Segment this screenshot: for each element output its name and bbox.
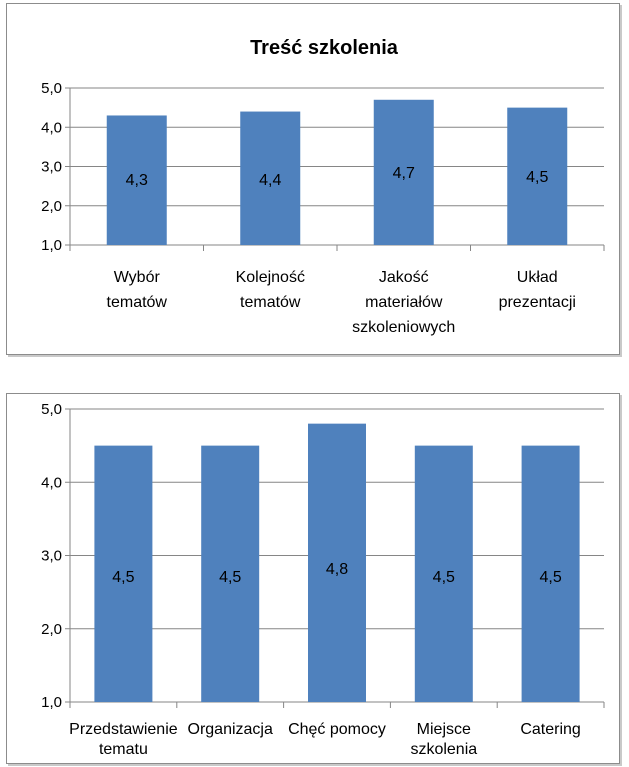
x-category-label: Jakość [379, 269, 429, 286]
data-label: 4,5 [526, 169, 548, 186]
x-category-label: Miejsce [417, 721, 471, 738]
x-category-label: Chęć pomocy [288, 721, 386, 738]
y-tick-label: 2,0 [41, 621, 62, 638]
bar [507, 107, 568, 245]
x-category-label: tematów [107, 294, 168, 311]
bar [414, 445, 473, 702]
x-category-label: tematu [99, 741, 148, 758]
bar [373, 99, 434, 246]
chart-panel-content: Treść szkolenia 1,0 2,0 3,0 4,0 5,0 4,3 Wybór t… [6, 3, 620, 355]
data-label: 4,8 [326, 561, 348, 578]
x-category-label: prezentacji [499, 294, 576, 311]
x-category-label: Catering [520, 721, 580, 738]
x-category-label: szkoleniowych [352, 319, 455, 336]
y-tick-label: 2,0 [41, 198, 62, 215]
x-category-label: Układ [517, 269, 558, 286]
data-label: 4,7 [393, 165, 415, 182]
y-tick-label: 3,0 [41, 548, 62, 565]
bar [94, 445, 153, 702]
y-tick-label: 4,0 [41, 474, 62, 491]
data-label: 4,5 [219, 569, 241, 586]
bar [240, 111, 301, 245]
data-label: 4,4 [259, 172, 281, 189]
y-tick-label: 5,0 [41, 80, 62, 97]
y-tick-label: 5,0 [41, 401, 62, 418]
chart-panel-organization: 1,0 2,0 3,0 4,0 5,0 4,5 Przedstawienie tematu 4,… [6, 393, 620, 764]
bar [308, 423, 366, 702]
data-label: 4,5 [433, 569, 455, 586]
x-category-label: Organizacja [188, 721, 273, 738]
x-category-label: tematów [240, 294, 301, 311]
x-category-label: Wybór [114, 269, 161, 286]
bar [521, 445, 580, 702]
bar [106, 115, 167, 245]
data-label: 4,3 [126, 172, 148, 189]
y-tick-label: 3,0 [41, 159, 62, 176]
x-category-label: szkolenia [410, 741, 477, 758]
chart-title: Treść szkolenia [250, 37, 399, 59]
y-tick-label: 1,0 [41, 694, 62, 711]
chart-organization: 1,0 2,0 3,0 4,0 5,0 4,5 Przedstawienie tematu 4,… [41, 401, 605, 758]
x-category-label: Kolejność [236, 269, 305, 286]
data-label: 4,5 [112, 569, 134, 586]
data-label: 4,5 [539, 569, 561, 586]
y-tick-label: 4,0 [41, 119, 62, 136]
x-category-label: materiałów [365, 294, 443, 311]
y-tick-label: 1,0 [41, 237, 62, 254]
x-category-label: Przedstawienie [69, 721, 178, 738]
bar [201, 445, 260, 702]
chart-content: Treść szkolenia 1,0 2,0 3,0 4,0 5,0 4,3 Wybór t… [41, 37, 605, 336]
